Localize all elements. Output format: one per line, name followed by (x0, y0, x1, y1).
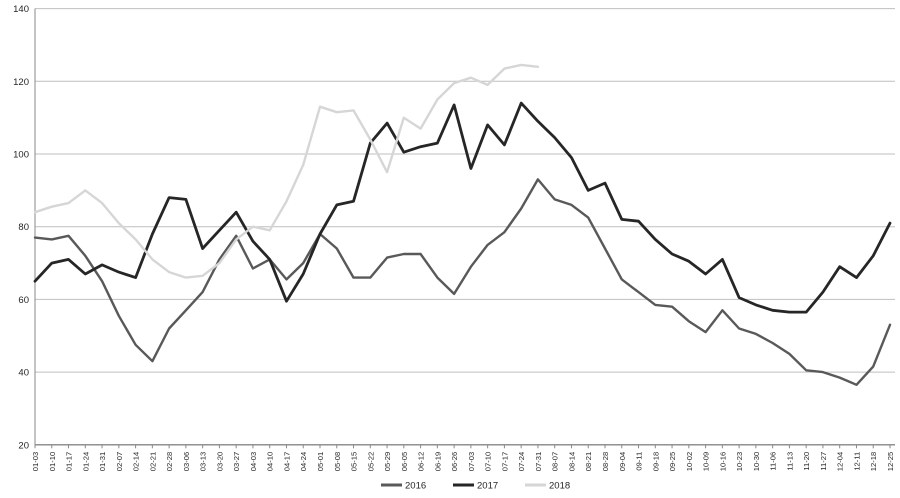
x-axis-tick-label: 10-02 (685, 452, 694, 471)
x-axis-tick-label: 11-20 (802, 452, 811, 471)
x-axis-tick-label: 03-13 (199, 452, 208, 471)
x-axis-tick-label: 04-24 (299, 452, 308, 471)
y-axis-tick-label: 140 (13, 4, 29, 15)
x-axis-tick-label: 05-15 (350, 452, 359, 471)
x-axis-tick-label: 11-06 (769, 452, 778, 471)
y-axis-tick-label: 100 (13, 150, 29, 161)
x-axis-tick-label: 12-04 (836, 452, 845, 471)
x-axis-tick-label: 01-31 (98, 452, 107, 471)
series-line-2018 (33, 63, 540, 279)
x-axis-tick-label: 07-17 (500, 452, 509, 471)
y-axis-tick-label: 60 (18, 295, 29, 306)
x-axis-tick-label: 02-28 (165, 452, 174, 471)
x-axis-tick-label: 04-03 (249, 452, 258, 471)
x-axis-tick-label: 09-11 (635, 452, 644, 471)
y-axis-tick-label: 40 (18, 368, 29, 379)
x-axis-tick-label: 05-08 (333, 452, 342, 471)
x-axis-tick-label: 11-13 (785, 452, 794, 471)
x-axis-tick-label: 01-10 (48, 452, 57, 471)
x-axis-tick-label: 11-27 (819, 452, 828, 471)
x-axis-tick-label: 08-21 (584, 452, 593, 471)
x-axis-tick-label: 05-01 (316, 452, 325, 471)
x-axis-tick-label: 06-26 (450, 452, 459, 471)
x-axis-tick-label: 10-23 (735, 452, 744, 471)
legend-label-2016: 2016 (405, 481, 426, 492)
x-axis-tick-label: 12-11 (852, 452, 861, 471)
x-axis-tick-label: 02-21 (148, 452, 157, 471)
y-axis-tick-label: 20 (18, 440, 29, 451)
x-axis-tick-label: 01-17 (65, 452, 74, 471)
series-line-2016 (33, 178, 892, 386)
x-axis-tick-label: 03-20 (215, 452, 224, 471)
x-axis-tick-label: 03-27 (232, 452, 241, 471)
x-axis-tick-label: 10-09 (702, 452, 711, 471)
x-axis-tick-label: 05-29 (383, 452, 392, 471)
x-axis-tick-label: 07-03 (467, 452, 476, 471)
x-axis-tick-label: 01-24 (81, 452, 90, 471)
series-line-2017 (33, 101, 892, 314)
y-axis-tick-label: 80 (18, 222, 29, 233)
x-axis-tick-label: 10-16 (718, 452, 727, 471)
x-axis-tick-label: 02-07 (115, 452, 124, 471)
x-axis-tick-label: 03-06 (182, 452, 191, 471)
x-axis-tick-label: 10-30 (752, 452, 761, 471)
x-axis-tick-label: 07-10 (484, 452, 493, 471)
x-axis-tick-label: 06-12 (417, 452, 426, 471)
x-axis-tick-label: 08-07 (551, 452, 560, 471)
x-axis-tick-label: 09-25 (668, 452, 677, 471)
x-axis-tick-label: 07-24 (517, 452, 526, 471)
x-axis-tick-label: 07-31 (534, 452, 543, 471)
x-axis-tick-label: 08-14 (567, 452, 576, 471)
x-axis-tick-label: 09-18 (651, 452, 660, 471)
x-axis-tick-label: 08-28 (601, 452, 610, 471)
x-axis-tick-label: 01-03 (31, 452, 40, 471)
x-axis-tick-label: 04-10 (266, 452, 275, 471)
y-axis-tick-label: 120 (13, 77, 29, 88)
x-axis-tick-label: 12-25 (886, 452, 895, 471)
x-axis-tick-label: 09-04 (618, 452, 627, 471)
legend-label-2018: 2018 (549, 481, 570, 492)
x-axis-tick-label: 04-17 (282, 452, 291, 471)
x-axis-tick-label: 05-22 (366, 452, 375, 471)
legend-label-2017: 2017 (477, 481, 498, 492)
x-axis-tick-label: 12-18 (869, 452, 878, 471)
x-axis-tick-label: 06-05 (400, 452, 409, 471)
x-axis-tick-label: 06-19 (433, 452, 442, 471)
x-axis-tick-label: 02-14 (132, 452, 141, 471)
